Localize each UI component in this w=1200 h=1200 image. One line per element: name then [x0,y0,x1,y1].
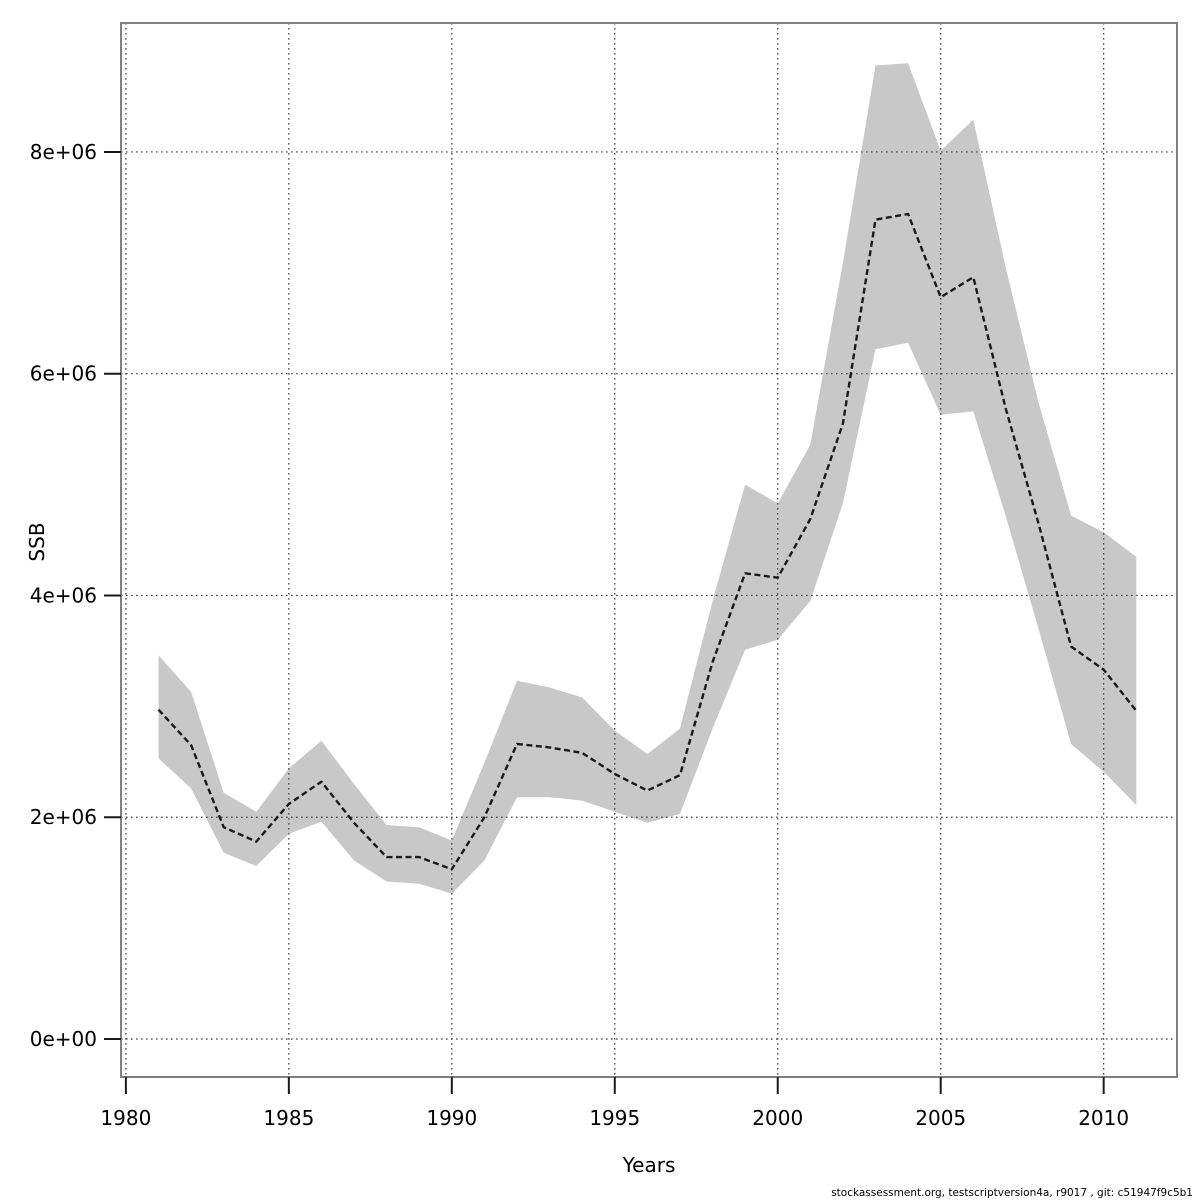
ssb-estimate-line [157,212,1138,871]
x-tick-label-2005: 2005 [915,1106,966,1130]
x-tick-label-1995: 1995 [589,1106,640,1130]
y-tick-label-6e+06: 6e+06 [30,362,97,386]
y-tick-label-8e+06: 8e+06 [30,140,97,164]
tick-label-layer: 1980 1985 1990 1995 2000 2005 2010 0e+00 2e+06 4e… [30,140,1129,1130]
x-tick-label-2010: 2010 [1078,1106,1129,1130]
y-tick-label-4e+06: 4e+06 [30,583,97,607]
plot-box [120,22,1178,1078]
x-tick-label-1985: 1985 [263,1106,314,1130]
confidence-band [158,63,1137,894]
y-tick-label-0e+00: 0e+00 [30,1027,97,1051]
tick-layer [104,150,1105,1094]
y-tick-label-2e+06: 2e+06 [30,805,97,829]
footer-attribution: stockassessment.org, testscriptversion4a… [831,1187,1193,1199]
axes-frame-layer [120,22,1178,1078]
gridline-layer [121,23,1177,1077]
confidence-band-layer [158,63,1137,894]
series-line-layer [157,212,1138,871]
x-tick-label-1980: 1980 [100,1106,151,1130]
y-axis-title: SSB [25,522,49,561]
x-tick-label-2000: 2000 [752,1106,803,1130]
x-axis-title: Years [622,1153,676,1177]
x-tick-label-1990: 1990 [426,1106,477,1130]
